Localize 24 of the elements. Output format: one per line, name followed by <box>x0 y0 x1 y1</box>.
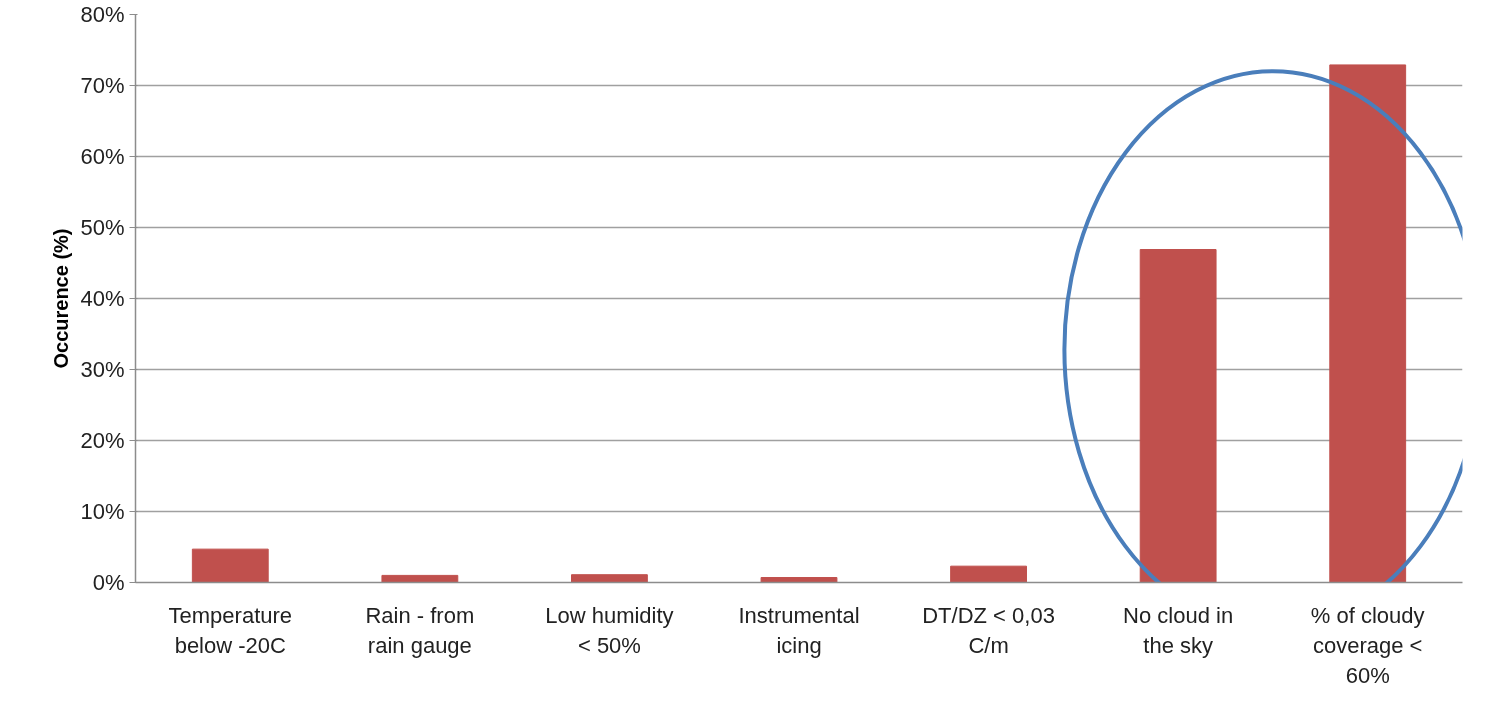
y-axis-title: Occurence (%) <box>50 228 73 369</box>
bar <box>191 548 269 583</box>
x-tick-label: Low humidity < 50% <box>545 602 674 658</box>
bar <box>760 577 838 583</box>
x-tick-label: Instrumental icing <box>738 602 860 658</box>
y-tick-label: 80% <box>80 2 125 27</box>
y-tick-label: 0% <box>92 570 125 595</box>
x-tick-label: Temperature below -20C <box>168 602 293 658</box>
bar <box>950 565 1027 583</box>
bar <box>1329 64 1407 583</box>
x-tick-label: % of cloudy coverage < 60% <box>1310 602 1425 688</box>
y-tick-label: 20% <box>80 428 125 453</box>
y-tick-label: 30% <box>80 357 125 382</box>
y-tick-label: 40% <box>80 286 125 311</box>
y-tick-label: 60% <box>80 144 125 169</box>
y-tick-label: 50% <box>80 215 125 240</box>
bar <box>1139 249 1217 583</box>
x-tick-label: DT/DZ < 0,03 C/m <box>922 602 1055 658</box>
bar <box>571 574 648 583</box>
x-tick-label: No cloud in the sky <box>1123 602 1234 658</box>
y-tick-label: 10% <box>80 499 125 524</box>
y-tick-label: 70% <box>80 73 125 98</box>
x-tick-label: Rain - from rain gauge <box>365 602 475 658</box>
bar <box>381 574 459 583</box>
